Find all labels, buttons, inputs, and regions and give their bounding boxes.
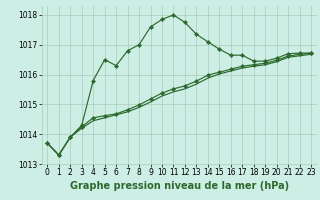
X-axis label: Graphe pression niveau de la mer (hPa): Graphe pression niveau de la mer (hPa): [70, 181, 289, 191]
